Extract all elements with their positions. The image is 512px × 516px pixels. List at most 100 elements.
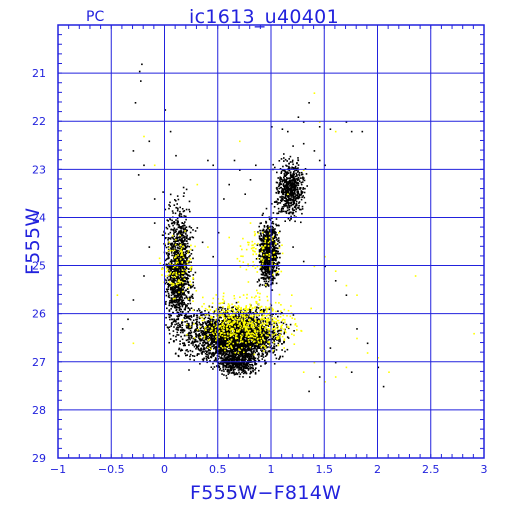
data-point: [281, 355, 284, 358]
data-point: [189, 254, 191, 257]
data-point: [237, 324, 239, 326]
data-point: [271, 262, 273, 264]
data-point: [274, 247, 277, 249]
data-point: [240, 330, 243, 333]
data-point: [282, 165, 284, 168]
data-point: [183, 258, 185, 260]
data-point: [228, 329, 230, 331]
data-point: [239, 331, 242, 334]
data-point: [198, 317, 201, 320]
data-point: [235, 308, 238, 310]
data-point: [211, 345, 213, 348]
data-point: [211, 306, 214, 308]
data-point: [179, 276, 181, 279]
data-point: [235, 324, 238, 327]
data-point: [201, 353, 203, 355]
data-point: [278, 224, 280, 227]
data-point: [262, 241, 264, 243]
data-point: [268, 257, 271, 259]
data-point: [279, 256, 281, 259]
data-point: [172, 286, 175, 288]
data-point: [224, 315, 227, 318]
data-point: [261, 349, 264, 352]
data-point: [275, 244, 277, 246]
data-point: [181, 227, 183, 229]
data-point: [232, 327, 235, 329]
data-point: [258, 325, 260, 328]
data-point: [190, 227, 193, 229]
data-point: [247, 344, 250, 346]
data-point: [243, 345, 245, 347]
data-point: [290, 204, 293, 207]
data-point: [269, 338, 271, 341]
data-point: [269, 323, 271, 326]
data-point: [274, 250, 277, 253]
data-point: [233, 337, 236, 340]
data-point: [256, 353, 259, 356]
data-point: [195, 336, 198, 338]
data-point: [171, 260, 173, 263]
data-point: [228, 341, 231, 343]
data-point: [264, 236, 267, 238]
data-point: [280, 207, 283, 210]
data-point: [179, 230, 182, 232]
data-point: [222, 349, 225, 352]
data-point: [185, 246, 188, 249]
data-point: [228, 313, 230, 316]
data-point: [219, 346, 222, 349]
data-point: [189, 318, 192, 321]
data-point: [285, 212, 288, 214]
data-point: [211, 320, 214, 323]
data-point: [244, 343, 246, 345]
data-point: [170, 259, 173, 261]
data-point: [268, 334, 271, 336]
data-point: [168, 309, 171, 311]
data-point: [232, 320, 234, 322]
data-point: [166, 290, 169, 293]
data-point: [165, 281, 168, 284]
data-point: [174, 287, 176, 290]
data-point: [199, 350, 202, 352]
data-point: [176, 262, 179, 265]
data-point: [178, 307, 180, 309]
data-point: [281, 312, 283, 314]
data-point: [265, 259, 268, 261]
data-point: [275, 223, 277, 226]
data-point: [237, 346, 239, 348]
data-point: [265, 241, 268, 243]
data-point: [279, 252, 281, 255]
data-point: [184, 344, 186, 347]
data-point: [260, 247, 263, 249]
data-point: [277, 253, 280, 255]
data-point: [275, 282, 278, 285]
data-point: [201, 324, 203, 326]
data-point: [239, 351, 241, 353]
data-point: [186, 297, 189, 299]
data-point: [242, 337, 245, 340]
data-point: [189, 329, 192, 332]
data-point: [266, 225, 268, 228]
data-point: [194, 271, 197, 274]
data-point: [174, 258, 177, 260]
data-point: [226, 308, 229, 310]
data-point: [257, 344, 260, 346]
data-point: [194, 340, 196, 343]
data-point: [240, 331, 243, 334]
data-point: [255, 310, 257, 312]
data-point: [291, 185, 294, 187]
data-point: [247, 342, 249, 344]
data-point: [179, 212, 181, 215]
data-point: [277, 202, 280, 204]
data-point: [296, 178, 299, 180]
data-point: [167, 327, 170, 329]
data-point: [171, 222, 174, 224]
data-point: [184, 289, 187, 292]
data-point: [275, 218, 278, 220]
data-point: [258, 339, 260, 341]
data-point: [188, 261, 190, 264]
data-point: [189, 358, 191, 361]
data-point: [178, 293, 180, 296]
data-point: [165, 246, 168, 249]
data-point: [245, 341, 247, 343]
data-point: [267, 266, 269, 268]
